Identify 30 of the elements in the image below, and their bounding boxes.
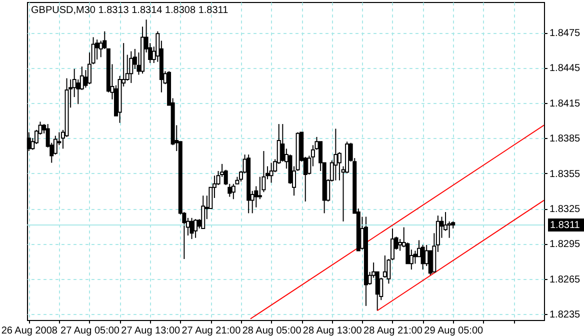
x-tick-label: 28 Aug 21:00 [364,326,423,336]
y-tick-label: 1.8325 [550,204,581,216]
chart-title: GBPUSD,M30 1.8313 1.8314 1.8308 1.8311 [31,5,229,16]
candlestick [269,162,274,184]
candlestick [194,218,198,238]
candlestick [129,50,134,84]
x-tick-label: 28 Aug 05:00 [242,326,302,336]
ref-line-label: 1.8311 [550,220,580,231]
y-tick-label: 1.8355 [550,168,581,180]
candlestick [190,217,194,240]
candlestick [95,39,100,60]
y-tick-label: 1.8475 [550,28,581,40]
x-tick-label: 29 Aug 05:00 [424,326,484,336]
y-tick-label: 1.8235 [550,310,581,321]
x-tick-label: 27 Aug 13:00 [121,326,180,336]
x-tick-label: 27 Aug 05:00 [60,326,120,336]
x-tick-label: 26 Aug 2008 [1,326,58,336]
candlestick [398,238,402,252]
y-tick-label: 1.8415 [550,98,581,110]
candlestick [334,128,338,181]
y-tick-label: 1.8265 [550,274,581,286]
candlestick [258,176,262,200]
y-tick-label: 1.8295 [550,239,581,250]
candlestick [231,183,236,200]
x-tick-label: 28 Aug 13:00 [302,326,362,336]
x-tick-label: 27 Aug 21:00 [182,326,242,336]
y-tick-label: 1.8445 [550,63,581,74]
candlestick [420,244,425,270]
y-tick-label: 1.8385 [550,134,581,145]
candlestick [201,195,206,229]
